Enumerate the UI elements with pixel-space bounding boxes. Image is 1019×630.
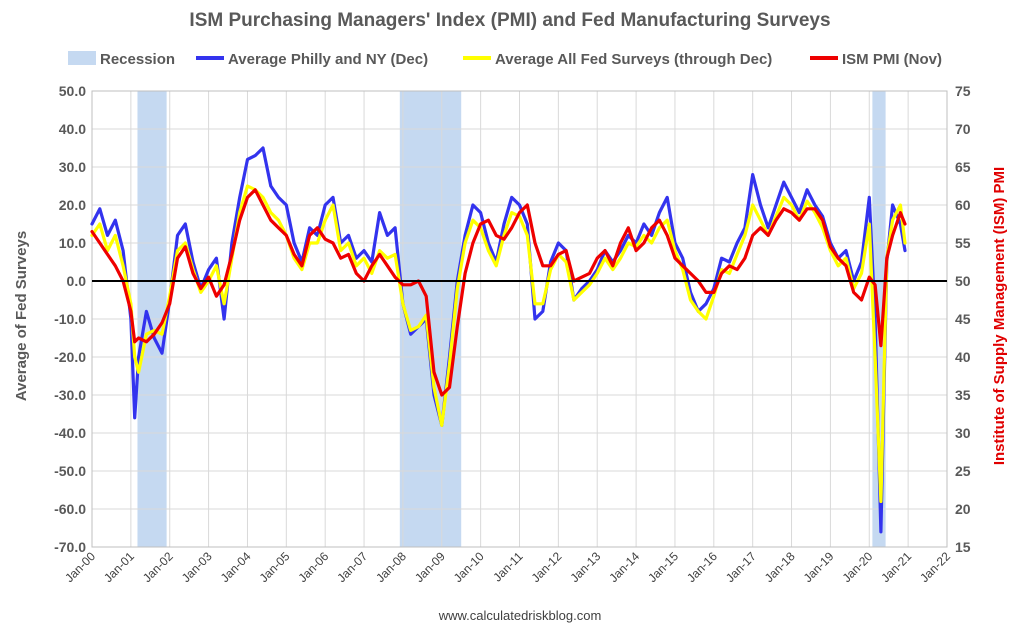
plot-area: 50.0 40.0 30.0 20.0 10.0 0.0 -10.0 -20.0 -30.0 -4… [54, 83, 971, 585]
plot-frame [91, 90, 948, 548]
y-axis-label-right: Institute of Supply Management (ISM) PMI [991, 167, 1008, 465]
y-tick-label-left-9: -40.0 [54, 425, 86, 441]
x-tick-label-10: Jan-10 [451, 549, 487, 585]
x-tick-label-5: Jan-05 [257, 549, 293, 585]
x-tick-label-2: Jan-02 [140, 549, 176, 585]
y-tick-label-left-2: 30.0 [59, 159, 86, 175]
y-tick-label-right-8: 35 [955, 387, 971, 403]
y-tick-label-left-8: -30.0 [54, 387, 86, 403]
x-tick-label-9: Jan-09 [412, 549, 448, 585]
y-tick-label-right-9: 30 [955, 425, 971, 441]
y-tick-label-left-6: -10.0 [54, 311, 86, 327]
x-tick-label-1: Jan-01 [101, 549, 137, 585]
x-tick-label-19: Jan-19 [801, 549, 837, 585]
legend: Recession Average Philly and NY (Dec) Av… [68, 51, 942, 68]
x-tick-label-11: Jan-11 [490, 549, 525, 584]
x-tick-label-22: Jan-22 [917, 549, 953, 585]
legend-label-philly-ny: Average Philly and NY (Dec) [228, 51, 428, 68]
legend-label-ism: ISM PMI (Nov) [842, 51, 942, 68]
series-line-1 [90, 184, 907, 503]
y-tick-label-right-7: 40 [955, 349, 971, 365]
y-axis-label-left: Average of Fed Surveys [13, 231, 30, 401]
x-tick-label-6: Jan-06 [295, 549, 331, 585]
x-tick-label-14: Jan-14 [606, 549, 642, 585]
y-tick-label-left-10: -50.0 [54, 463, 86, 479]
x-tick-label-16: Jan-16 [684, 549, 720, 585]
y-tick-label-right-5: 50 [955, 273, 971, 289]
x-tick-label-18: Jan-18 [762, 549, 798, 585]
legend-label-recession: Recession [100, 51, 175, 68]
x-tick-label-7: Jan-07 [334, 549, 370, 585]
x-tick-label-21: Jan-21 [878, 549, 914, 585]
x-tick-label-20: Jan-20 [840, 549, 876, 585]
y-tick-label-right-4: 55 [955, 235, 971, 251]
legend-label-all-fed: Average All Fed Surveys (through Dec) [495, 51, 772, 68]
source-credit: www.calculatedriskblog.com [438, 608, 602, 623]
x-tick-label-15: Jan-15 [645, 549, 681, 585]
series-line-0 [90, 146, 907, 534]
legend-swatch-recession [68, 51, 96, 65]
x-tick-label-13: Jan-13 [567, 549, 603, 585]
chart-title: ISM Purchasing Managers' Index (PMI) and… [189, 10, 830, 31]
y-tick-label-right-11: 20 [955, 501, 971, 517]
y-tick-label-left-5: 0.0 [67, 273, 87, 289]
x-tick-label-3: Jan-03 [179, 549, 215, 585]
y-tick-label-right-10: 25 [955, 463, 971, 479]
x-tick-label-12: Jan-12 [529, 549, 565, 585]
y-tick-label-right-0: 75 [955, 83, 971, 99]
x-tick-label-8: Jan-08 [373, 549, 409, 585]
series-line-2 [90, 188, 907, 397]
y-tick-label-right-6: 45 [955, 311, 971, 327]
y-tick-label-left-7: -20.0 [54, 349, 86, 365]
y-tick-label-left-3: 20.0 [59, 197, 86, 213]
x-tick-label-4: Jan-04 [218, 549, 254, 585]
y-tick-label-left-11: -60.0 [54, 501, 86, 517]
y-tick-label-right-1: 70 [955, 121, 971, 137]
y-tick-label-right-2: 65 [955, 159, 971, 175]
y-tick-label-left-4: 10.0 [59, 235, 86, 251]
y-tick-label-right-12: 15 [955, 539, 971, 555]
y-tick-label-left-0: 50.0 [59, 83, 86, 99]
y-tick-label-left-1: 40.0 [59, 121, 86, 137]
y-tick-label-right-3: 60 [955, 197, 971, 213]
y-tick-label-left-12: -70.0 [54, 539, 86, 555]
x-tick-label-17: Jan-17 [723, 549, 759, 585]
